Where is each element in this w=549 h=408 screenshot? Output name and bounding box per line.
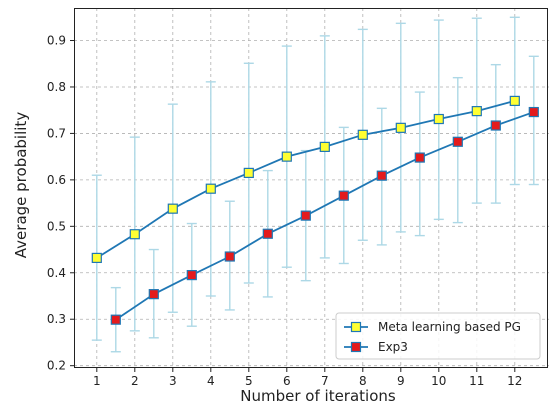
data-point <box>471 106 482 117</box>
x-tick-label: 11 <box>469 374 484 388</box>
y-tick-label: 0.4 <box>47 266 66 280</box>
x-tick-label: 10 <box>431 374 446 388</box>
legend-marker <box>350 321 362 333</box>
x-axis-title: Number of iterations <box>240 387 396 405</box>
series-line-1 <box>96 100 516 259</box>
x-tick-label: 4 <box>207 374 215 388</box>
data-point <box>357 129 368 140</box>
data-point <box>376 170 387 181</box>
data-point <box>319 141 330 152</box>
x-tick-label: 2 <box>131 374 139 388</box>
x-tick-label: 7 <box>321 374 329 388</box>
legend: Meta learning based PG Exp3 <box>335 312 541 360</box>
data-point <box>300 210 311 221</box>
data-point <box>509 95 520 107</box>
data-point <box>148 289 159 300</box>
y-tick-label: 0.9 <box>47 34 66 48</box>
data-point <box>205 183 216 194</box>
data-point <box>338 190 349 201</box>
data-point <box>433 113 444 125</box>
data-point <box>224 251 235 262</box>
data-point <box>167 203 178 214</box>
legend-label: Exp3 <box>378 340 408 354</box>
x-tick-label: 3 <box>169 374 177 388</box>
data-point <box>91 252 102 264</box>
x-tick-label: 8 <box>359 374 367 388</box>
y-tick-label: 0.6 <box>47 173 66 187</box>
y-tick-label: 0.2 <box>47 359 66 373</box>
y-axis-title: Average probability <box>12 112 30 259</box>
y-tick-label: 0.3 <box>47 312 66 326</box>
x-tick-label: 9 <box>397 374 405 388</box>
x-tick-label: 6 <box>283 374 291 388</box>
x-tick-label: 5 <box>245 374 253 388</box>
y-tick-label: 0.5 <box>47 219 66 233</box>
data-point <box>110 314 121 325</box>
y-tick-labels: 0.2 0.3 0.4 0.5 0.6 0.7 0.8 0.9 <box>47 34 66 373</box>
data-point <box>281 151 292 162</box>
legend-marker <box>350 341 362 353</box>
data-point <box>129 229 140 240</box>
x-tick-labels: 1 2 3 4 5 6 7 8 9 10 11 12 <box>93 374 522 388</box>
legend-label: Meta learning based PG <box>378 320 521 334</box>
data-point <box>395 122 406 133</box>
series-markers <box>91 95 539 325</box>
plot-frame <box>74 8 548 368</box>
data-point <box>186 269 197 281</box>
series-line-2 <box>115 111 535 321</box>
x-tick-label: 12 <box>507 374 522 388</box>
y-tick-label: 0.8 <box>47 80 66 94</box>
series-lines <box>96 100 535 321</box>
axis-ticks <box>70 40 516 372</box>
data-point <box>414 152 425 163</box>
plot-background <box>74 8 548 368</box>
data-point <box>490 120 501 131</box>
y-tick-label: 0.7 <box>47 126 66 140</box>
data-point <box>262 228 273 239</box>
data-point <box>452 136 463 147</box>
x-tick-label: 1 <box>93 374 101 388</box>
data-point <box>528 106 539 118</box>
legend-box <box>335 312 541 360</box>
data-point <box>243 167 254 179</box>
